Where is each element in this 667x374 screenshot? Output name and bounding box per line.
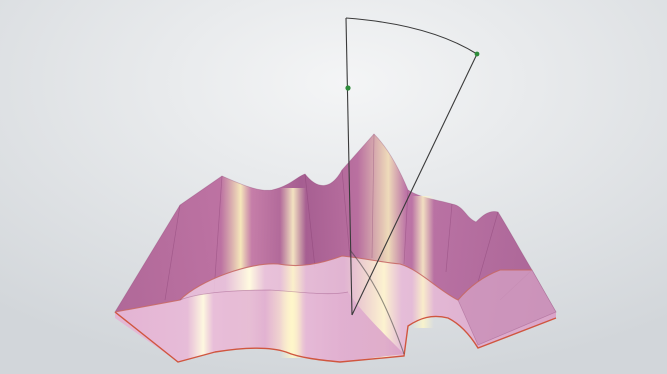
surface-top-rim [114,255,532,313]
sector-handle-corner[interactable] [474,51,480,57]
extruded-surface-body[interactable] [114,133,557,363]
surface-bottom-edge [114,311,557,363]
sector-handle-mid[interactable] [345,85,351,91]
sector-arc [345,17,478,55]
highlight-band-right [412,196,434,328]
sector-cut-line [349,249,405,355]
surface-front-face [115,290,404,362]
sector-right-edge [351,53,478,316]
sector-gizmo[interactable] [345,17,478,355]
sector-left-edge [345,17,353,316]
surface-inner-rim [179,289,349,301]
highlight-band-left [280,188,306,358]
